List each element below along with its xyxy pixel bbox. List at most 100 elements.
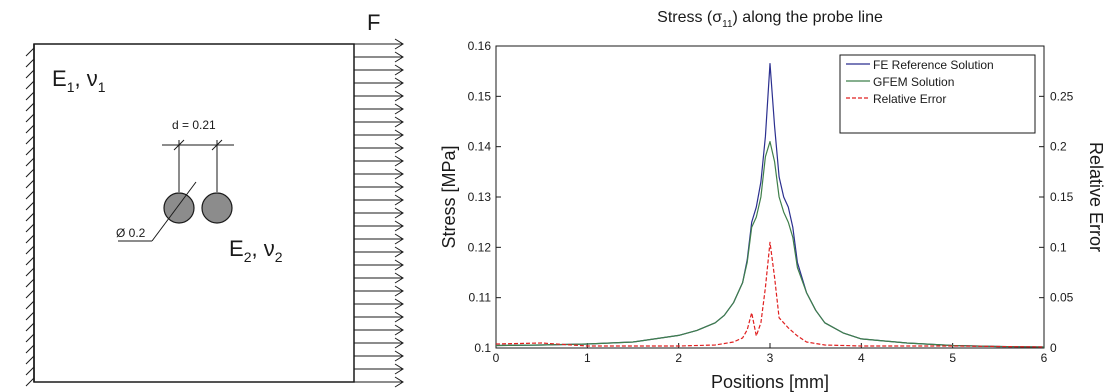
inclusion-material-label: E2, ν2 xyxy=(229,236,283,265)
hatch-mark xyxy=(25,212,35,222)
hatch-mark xyxy=(25,311,35,321)
y-tick-label: 0.14 xyxy=(468,140,492,154)
force-arrow xyxy=(354,220,404,232)
y2-tick-label: 0.05 xyxy=(1050,291,1074,305)
series-lines xyxy=(495,62,1045,348)
y2-tick-label: 0.2 xyxy=(1050,140,1067,154)
hatch-mark xyxy=(25,289,35,299)
x-tick-label: 2 xyxy=(675,351,682,365)
force-arrow xyxy=(354,272,404,284)
y2-tick-label: 0.25 xyxy=(1050,89,1074,103)
force-arrow xyxy=(354,103,404,115)
hatch-mark xyxy=(25,278,35,288)
y-tick-label: 0.11 xyxy=(469,291,492,305)
chart-title: Stress (σ11) along the probe line xyxy=(657,9,883,30)
x-tick-label: 1 xyxy=(584,351,591,365)
y-axis-label: Stress [MPa] xyxy=(439,145,459,248)
force-arrow xyxy=(354,168,404,180)
legend-label-gfem: GFEM Solution xyxy=(873,75,954,89)
force-arrow xyxy=(354,129,404,141)
force-arrow xyxy=(354,90,404,102)
hatch-mark xyxy=(25,58,35,68)
traction-arrows xyxy=(354,38,404,388)
y2-tick-label: 0.1 xyxy=(1050,240,1067,254)
force-label: F xyxy=(367,10,380,35)
y2-tick-label: 0.15 xyxy=(1050,190,1074,204)
force-arrow xyxy=(354,246,404,258)
hatch-mark xyxy=(25,366,35,376)
hatch-mark xyxy=(25,355,35,365)
hatch-mark xyxy=(25,179,35,189)
y-tick-label: 0.13 xyxy=(468,190,492,204)
y2-axis-ticks: 0 0.05 0.1 0.15 0.2 0.25 xyxy=(1039,89,1074,355)
force-arrow xyxy=(354,116,404,128)
force-arrow xyxy=(354,350,404,362)
x-axis-label: Positions [mm] xyxy=(711,372,829,392)
stress-chart: Stress (σ11) along the probe line 0 1 2 3 4 5… xyxy=(439,9,1106,392)
hatch-mark xyxy=(25,190,35,200)
hatch-mark xyxy=(25,234,35,244)
hatch-mark xyxy=(25,201,35,211)
hatch-mark xyxy=(25,344,35,354)
hatch-mark xyxy=(25,322,35,332)
plate-outline xyxy=(33,43,355,383)
y-tick-label: 0.1 xyxy=(474,341,491,355)
diameter-leader xyxy=(118,181,197,242)
force-arrow xyxy=(354,363,404,375)
force-arrow xyxy=(354,38,404,50)
specimen-diagram: E1, ν1 d = 0.21 Ø 0.2 E2, ν2 F xyxy=(25,10,404,388)
hatch-mark xyxy=(25,47,35,57)
hatch-mark xyxy=(25,168,35,178)
force-arrow xyxy=(354,77,404,89)
y-tick-label: 0.16 xyxy=(468,39,492,53)
series-line-error xyxy=(495,241,1045,348)
x-axis-ticks: 0 1 2 3 4 5 6 xyxy=(493,343,1048,365)
force-arrow xyxy=(354,51,404,63)
hatch-mark xyxy=(25,91,35,101)
hatch-mark xyxy=(25,333,35,343)
hatch-mark xyxy=(25,146,35,156)
x-tick-label: 4 xyxy=(858,351,865,365)
x-tick-label: 6 xyxy=(1041,351,1048,365)
x-tick-label: 3 xyxy=(767,351,774,365)
hatch-mark xyxy=(25,124,35,134)
legend: FE Reference Solution GFEM Solution Rela… xyxy=(839,54,1036,134)
x-tick-label: 5 xyxy=(949,351,956,365)
force-arrow xyxy=(354,142,404,154)
hatch-mark xyxy=(25,157,35,167)
y-axis-ticks: 0.1 0.11 0.12 0.13 0.14 0.15 0.16 xyxy=(468,39,501,355)
hatch-mark xyxy=(25,256,35,266)
hatch-mark xyxy=(25,80,35,90)
hatch-mark xyxy=(25,377,35,387)
force-arrow xyxy=(354,233,404,245)
y2-axis-label: Relative Error xyxy=(1086,142,1106,252)
force-arrow xyxy=(354,155,404,167)
spacing-dimension xyxy=(162,139,234,192)
hatch-mark xyxy=(25,245,35,255)
force-arrow xyxy=(354,376,404,388)
force-arrow xyxy=(354,324,404,336)
inclusion-right xyxy=(201,192,233,224)
hatch-mark xyxy=(25,223,35,233)
force-arrow xyxy=(354,259,404,271)
diameter-label: Ø 0.2 xyxy=(116,226,146,240)
hatch-mark xyxy=(25,102,35,112)
series-line-gfem xyxy=(495,141,1045,348)
y-tick-label: 0.12 xyxy=(468,240,492,254)
y2-tick-label: 0 xyxy=(1050,341,1057,355)
hatch-mark xyxy=(25,69,35,79)
wall-hatching xyxy=(25,47,35,387)
outer-material-label: E1, ν1 xyxy=(52,66,106,95)
force-arrow xyxy=(354,181,404,193)
hatch-mark xyxy=(25,267,35,277)
y-tick-label: 0.15 xyxy=(468,89,492,103)
legend-box xyxy=(839,54,1036,134)
hatch-mark xyxy=(25,300,35,310)
force-arrow xyxy=(354,64,404,76)
hatch-mark xyxy=(25,135,35,145)
x-tick-label: 0 xyxy=(493,351,500,365)
force-arrow xyxy=(354,337,404,349)
force-arrow xyxy=(354,311,404,323)
legend-label-fe: FE Reference Solution xyxy=(873,58,994,72)
